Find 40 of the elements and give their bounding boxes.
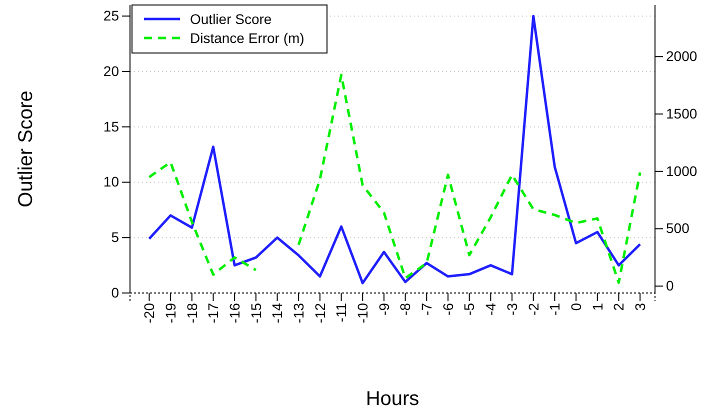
x-tick-label: 3 <box>632 302 648 311</box>
y2-tick-label: 1000 <box>666 162 698 179</box>
x-axis-title: Hours <box>366 388 420 410</box>
x-tick-label: -9 <box>376 302 392 316</box>
y-tick-label: 15 <box>103 118 120 134</box>
x-tick-label: -14 <box>269 302 286 324</box>
x-tick-label: -5 <box>461 302 478 316</box>
x-tick-label: -19 <box>162 302 178 324</box>
y2-tick-label: 2000 <box>666 48 698 64</box>
x-tick-label: -17 <box>205 302 222 324</box>
x-tick-label: -4 <box>482 302 499 316</box>
legend-label: Outlier Score <box>190 10 272 27</box>
x-tick-label: 1 <box>589 302 606 311</box>
y-tick-label: 10 <box>103 174 120 190</box>
x-tick-label: 0 <box>568 302 584 311</box>
x-tick-label: -3 <box>504 302 520 316</box>
x-tick-label: -8 <box>397 302 414 316</box>
y-tick-label: 0 <box>111 284 120 300</box>
x-tick-label: -12 <box>312 302 328 324</box>
y2-tick-label: 500 <box>666 220 690 236</box>
y2-tick-label: 1500 <box>666 105 698 122</box>
x-tick-label: -13 <box>290 302 306 324</box>
x-tick-label: -11 <box>333 302 350 322</box>
y-tick-label: 25 <box>103 8 120 24</box>
x-tick-label: -16 <box>226 302 242 324</box>
x-tick-label: -6 <box>440 302 456 316</box>
x-tick-label: -18 <box>184 302 200 324</box>
y-tick-label: 20 <box>103 62 120 79</box>
x-tick-label: -7 <box>418 302 435 316</box>
x-tick-label: 2 <box>610 302 627 311</box>
x-tick-label: -1 <box>546 302 563 316</box>
x-tick-label: -2 <box>525 302 542 316</box>
x-tick-label: -10 <box>354 302 371 324</box>
y-axis-title: Outlier Score <box>15 90 37 208</box>
x-tick-label: -20 <box>141 302 158 324</box>
legend-label: Distance Error (m) <box>190 30 304 46</box>
y-tick-label: 5 <box>111 229 120 246</box>
x-tick-label: -15 <box>248 302 264 324</box>
y2-tick-label: 0 <box>666 278 674 294</box>
line-series <box>148 14 642 284</box>
